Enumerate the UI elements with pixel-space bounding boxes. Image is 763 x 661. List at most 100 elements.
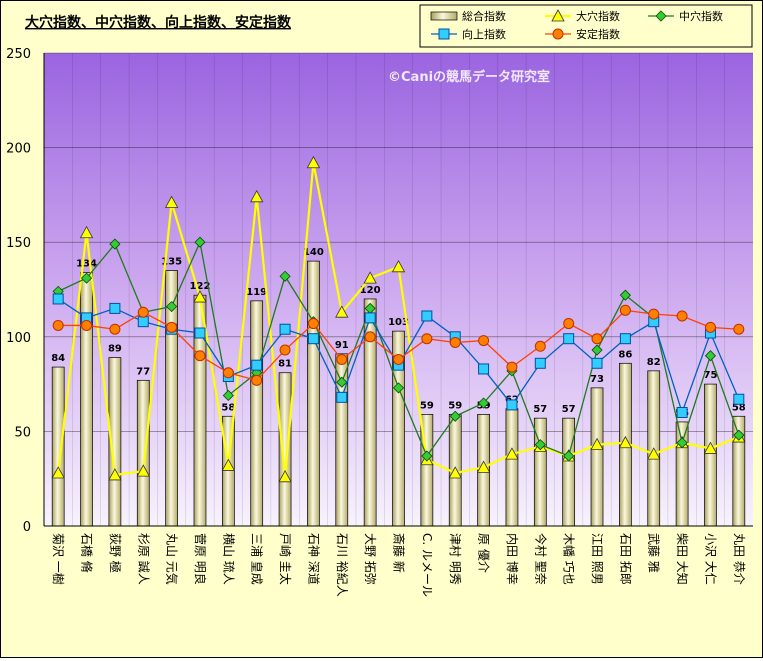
series-point	[108, 468, 122, 481]
series-point	[703, 441, 718, 454]
series-point	[534, 340, 546, 352]
x-tick-label: 丸山 元気	[165, 533, 180, 585]
x-tick-label: 斎藤 新	[392, 533, 407, 573]
series-point	[448, 466, 462, 479]
series-point	[476, 460, 491, 473]
series-point	[619, 333, 631, 345]
bar-value-label: 73	[590, 374, 604, 385]
series-point	[279, 323, 291, 335]
x-tick-label: 武藤 雅	[647, 533, 662, 573]
x-tick-label: 今村 聖奈	[533, 533, 548, 585]
bar-value-label: 89	[108, 344, 122, 355]
legend-label: 中穴指数	[679, 9, 723, 23]
series-point	[591, 333, 603, 345]
series-point	[164, 195, 179, 208]
x-tick-label: 荻野 極	[108, 533, 123, 573]
x-tick-label: 大野 拓弥	[363, 533, 378, 585]
series-point	[250, 189, 264, 203]
series-point	[335, 305, 349, 318]
series-point	[647, 447, 661, 460]
series-point	[279, 270, 291, 282]
series-point	[307, 333, 319, 345]
series-point	[619, 304, 631, 316]
bar	[562, 417, 576, 527]
series-point	[109, 238, 121, 250]
bar-value-label: 134	[76, 258, 97, 269]
series-point	[80, 272, 93, 284]
y-tick-label: 100	[6, 331, 31, 346]
series-point	[704, 350, 717, 362]
bar	[307, 260, 320, 527]
series-point	[421, 310, 433, 322]
y-tick-label: 250	[6, 47, 31, 62]
series-point	[563, 450, 575, 462]
legend-marker	[655, 10, 667, 22]
series-point	[364, 312, 376, 324]
x-tick-label: 柴田 大知	[675, 533, 689, 585]
legend-marker	[552, 28, 564, 40]
legend-label: 大穴指数	[576, 9, 620, 23]
legend-label: 向上指数	[462, 27, 506, 41]
series-point	[251, 359, 263, 371]
series-point	[222, 367, 234, 379]
legend-marker	[438, 28, 450, 40]
series-point	[136, 464, 150, 477]
bar	[505, 408, 519, 527]
series-point	[591, 357, 603, 369]
series-point	[733, 429, 745, 441]
x-tick-label: 杉原 誠人	[136, 533, 150, 585]
series-point	[534, 439, 546, 451]
series-point	[193, 290, 207, 303]
legend-swatch	[430, 11, 458, 21]
series-point	[363, 271, 377, 284]
series-point	[506, 361, 518, 373]
series-point	[364, 331, 376, 343]
y-tick-label: 150	[6, 236, 31, 251]
chart-title: 大穴指数、中穴指数、向上指数、安定指数	[25, 14, 292, 31]
series-point	[393, 354, 404, 366]
legend-label: 総合指数	[462, 9, 506, 23]
series-point	[505, 447, 519, 460]
bar	[80, 272, 93, 527]
x-tick-label: 津村 明秀	[448, 533, 462, 585]
series-point	[618, 435, 633, 449]
series-point	[619, 289, 631, 301]
x-tick-label: 石田 拓郎	[618, 533, 632, 585]
series-point	[648, 308, 660, 320]
series-point	[676, 310, 688, 322]
bar-value-label: 59	[448, 400, 462, 411]
legend-marker	[551, 9, 565, 22]
bar-value-label: 84	[51, 353, 65, 364]
series-point	[392, 382, 405, 394]
series-point	[336, 354, 348, 366]
x-tick-label: 原 優介	[477, 533, 491, 573]
x-tick-label: 石橋 脩	[80, 533, 94, 573]
x-tick-label: 菊沢 一樹	[51, 533, 65, 585]
series-point	[166, 300, 178, 313]
bar-value-label: 122	[190, 281, 211, 292]
bar-value-label: 57	[562, 404, 576, 415]
bar-value-label: 82	[647, 357, 661, 368]
series-point	[590, 437, 604, 451]
y-tick-label: 200	[6, 142, 31, 157]
series-point	[391, 259, 406, 273]
series-point	[563, 333, 575, 345]
bar-value-label: 135	[161, 257, 182, 268]
x-tick-label: 横山 琉人	[221, 533, 235, 585]
series-point	[81, 319, 93, 331]
series-point	[676, 437, 688, 449]
bar-value-label: 81	[278, 359, 292, 370]
y-tick-label: 0	[23, 520, 31, 535]
series-point	[222, 389, 234, 402]
bar-value-label: 120	[360, 285, 381, 296]
series-point	[704, 321, 716, 333]
series-point	[421, 333, 433, 345]
x-tick-label: 菅原 明良	[193, 533, 208, 585]
bar	[250, 300, 264, 527]
series-point	[534, 357, 546, 369]
bar-value-label: 140	[303, 247, 324, 258]
bar-value-label: 77	[136, 366, 150, 377]
series-point	[137, 316, 149, 328]
series-point	[137, 306, 149, 318]
series-point	[449, 410, 461, 422]
